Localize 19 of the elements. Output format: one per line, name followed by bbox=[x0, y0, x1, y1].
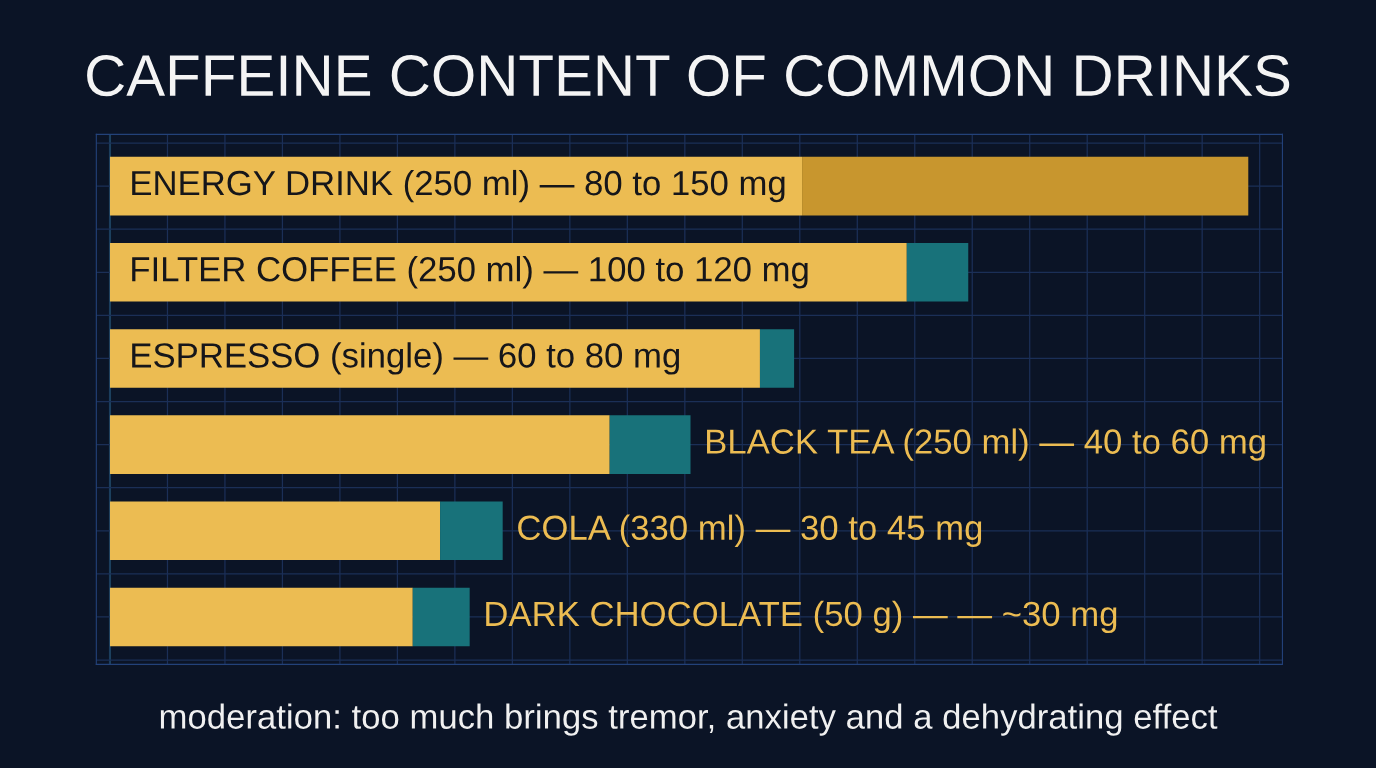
y-tick-label: FILTER COFFEE (250 ml) — 100 to 120 mg bbox=[132, 256, 808, 289]
y-tick-label: BLACK TEA (250 ml) — 40 to 60 mg bbox=[707, 428, 1265, 461]
y-tick-label: ENERGY DRINK (250 ml) — 80 to 150 mg bbox=[132, 169, 785, 203]
bar bbox=[906, 242, 969, 302]
bar bbox=[109, 415, 610, 474]
bar bbox=[109, 242, 907, 302]
bar bbox=[109, 329, 760, 388]
bar bbox=[802, 156, 1249, 216]
y-tick-label: ESPRESSO (single) — 60 to 80 mg bbox=[132, 342, 680, 375]
bar bbox=[412, 587, 470, 647]
bar bbox=[109, 587, 413, 647]
y-tick-label: DARK CHOCOLATE (50 g) — — ~30 mg bbox=[486, 600, 1117, 634]
bar bbox=[609, 415, 691, 474]
y-tick-label: COLA (330 ml) — 30 to 45 mg bbox=[518, 514, 982, 547]
bar bbox=[440, 501, 503, 561]
chart-title: CAFFEINE CONTENT OF COMMON DRINKS bbox=[87, 54, 1290, 97]
bar bbox=[759, 329, 795, 388]
text: moderation: too much brings tremor, anxiety and a dehydrating effect bbox=[160, 703, 1218, 736]
bar bbox=[109, 501, 441, 561]
